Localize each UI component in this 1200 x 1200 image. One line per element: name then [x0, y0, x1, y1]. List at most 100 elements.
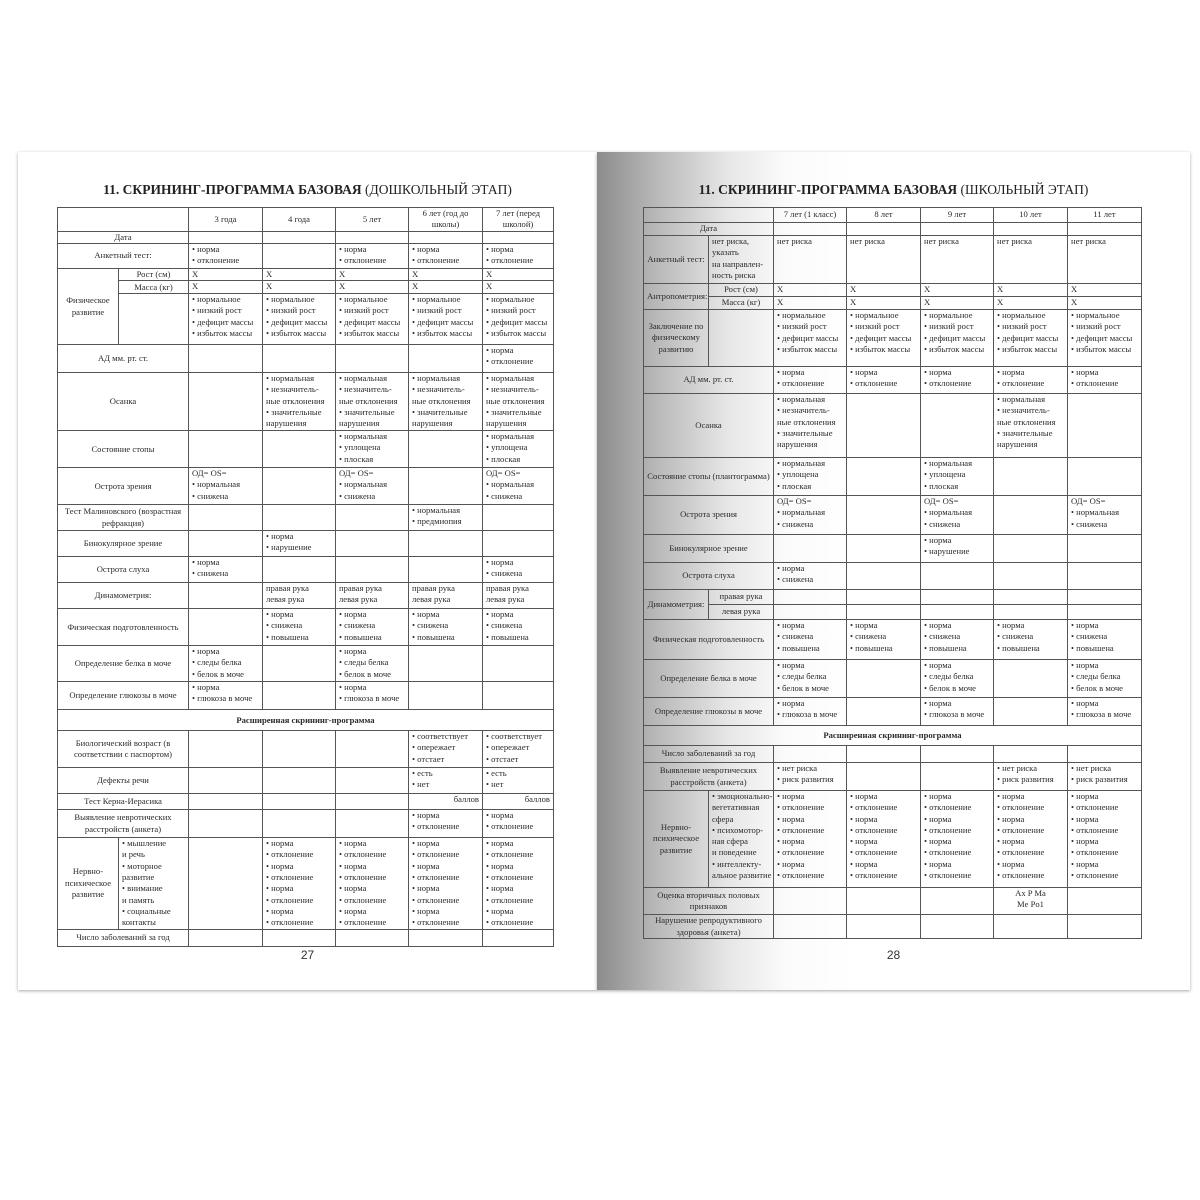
data-cell: правая рука левая рука	[408, 582, 483, 610]
data-cell: • норма • снижена • повышена	[335, 608, 409, 647]
data-cell: • норма • снижена	[482, 556, 554, 584]
cell-line: • норма	[924, 813, 952, 824]
row-label: Выявление невротических расстройств (анк…	[57, 809, 189, 839]
cell-line: • отклонение	[192, 255, 240, 266]
header-corner-cell	[57, 207, 189, 232]
cell-line: • нарушение	[924, 546, 970, 557]
data-cell: • норма • глюкоза в моче	[773, 697, 847, 726]
table-row: Выявление невротических расстройств (анк…	[643, 762, 1142, 791]
row-label: Оценка вторичных половых признаков	[643, 887, 774, 915]
cell-line: • избыток массы	[486, 328, 547, 339]
data-cell	[335, 230, 409, 244]
cell-line: • отклонение	[924, 847, 972, 858]
cell-line: • избыток массы	[924, 343, 985, 354]
cell-line: • избыток массы	[850, 343, 911, 354]
cell-line: X	[1071, 297, 1078, 308]
data-cell	[408, 430, 483, 469]
cell-line: • дефицит массы	[777, 332, 839, 343]
data-cell	[1067, 604, 1142, 620]
cell-line: • норма	[777, 813, 805, 824]
data-cell: • норма • отклонение • норма • отклонение • …	[920, 790, 994, 888]
row-label: АД мм. рт. ст.	[57, 344, 189, 374]
data-cell	[993, 495, 1068, 535]
cell-line: нет риска	[997, 236, 1032, 247]
data-cell: • соответствует • опережает • отстает	[482, 730, 554, 769]
row-label: Определение глюкозы в моче	[643, 697, 774, 726]
cell-line: • низкий рост	[486, 305, 536, 316]
row-label: Нервно-психическое развитие	[643, 790, 709, 888]
table-row: Число заболеваний за год	[57, 928, 554, 947]
data-cell: • норма • отклонение	[482, 242, 554, 269]
data-cell: • соответствует • опережает • отстает	[408, 730, 483, 769]
data-cell	[773, 887, 847, 915]
data-cell: X	[335, 267, 409, 282]
row-label: Бинокулярное зрение	[57, 530, 189, 558]
cell-line: • норма	[486, 557, 514, 568]
cell-line: ные отклонения	[997, 416, 1056, 427]
cell-line: • норма	[924, 535, 952, 546]
row-sublabel: левая рука	[708, 604, 774, 620]
cell-line: • норма	[339, 905, 367, 916]
data-cell	[188, 530, 263, 558]
cell-line: ность риска	[712, 269, 756, 280]
cell-line: • избыток массы	[1071, 343, 1132, 354]
cell-line: • низкий рост	[192, 305, 242, 316]
column-header: 7 лет (перед школой)	[482, 207, 554, 232]
data-cell	[262, 928, 336, 947]
cell-line: • низкий рост	[339, 305, 389, 316]
data-cell: • нормальное • низкий рост • дефицит массы…	[993, 309, 1068, 367]
data-cell: правая рука левая рука	[262, 582, 336, 610]
cell-line: • норма	[924, 791, 952, 802]
cell-line: • отклонение	[997, 802, 1045, 813]
data-cell: • норма • глюкоза в моче	[920, 697, 994, 726]
table-row: Заключение по физическому развитию • норм…	[643, 309, 1142, 367]
cell-line: • низкий рост	[266, 305, 316, 316]
cell-line: нарушения	[339, 418, 380, 429]
cell-line: ные отклонения	[412, 395, 471, 406]
title-main: 11. СКРИНИНГ-ПРОГРАММА БАЗОВАЯ	[698, 182, 958, 197]
cell-line: • снижена	[412, 620, 449, 631]
data-cell	[335, 793, 409, 811]
cell-line: • норма	[850, 367, 878, 378]
cell-line: • норма	[339, 838, 367, 849]
table-row: АД мм. рт. ст. • норма • отклонение • норма…	[643, 366, 1142, 394]
cell-line: • риск развития	[997, 774, 1054, 785]
cell-line: • норма	[266, 883, 294, 894]
cell-line: • избыток массы	[412, 328, 473, 339]
row-label: Физическое развитие	[57, 267, 119, 346]
cell-line: • есть	[486, 768, 507, 779]
cell-line: • дефицит массы	[266, 316, 328, 327]
row-label: Состояние стопы	[57, 430, 189, 469]
cell-line: • отклонение	[412, 821, 460, 832]
table-row: Определение белка в моче • норма • следы б…	[57, 645, 554, 683]
data-cell: • норма • отклонение	[482, 809, 554, 839]
data-cell: • нормальное • низкий рост • дефицит массы…	[408, 293, 483, 346]
data-cell: • норма • нарушение	[262, 530, 336, 558]
data-cell: X	[920, 283, 994, 297]
cell-line: • отстает	[412, 753, 445, 764]
cell-line: • норма	[339, 243, 367, 254]
cell-line: • норма	[266, 838, 294, 849]
data-cell: X	[993, 296, 1068, 310]
data-cell: • норма • отклонение • норма • отклонение • …	[482, 837, 554, 930]
cell-line: • нормальное	[339, 294, 388, 305]
table-row: Физическое развитие Рост (см) X X X X X	[57, 267, 554, 346]
cell-line: • соответствует	[412, 731, 468, 742]
table-row: Определение глюкозы в моче • норма • глюко…	[643, 697, 1142, 726]
data-cell: • нормальная • незначитель-ные отклонения…	[335, 372, 409, 432]
cell-line: • отклонение	[339, 255, 387, 266]
cell-line: • снижена	[850, 631, 887, 642]
data-cell: • нормальная • незначитель-ные отклонения…	[262, 372, 336, 432]
data-cell: • нормальная • уплощена • плоская	[335, 430, 409, 469]
row-label: Острота слуха	[643, 562, 774, 590]
cell-line: • нормальная	[924, 458, 973, 469]
data-cell: • норма • отклонение • норма • отклонение • …	[408, 837, 483, 930]
data-cell: X	[482, 267, 554, 282]
cell-line: • риск развития	[1071, 774, 1128, 785]
row-label: Состояние стопы (плантограмма)	[643, 457, 774, 496]
row-label: Острота слуха	[57, 556, 189, 584]
cell-line: • нормальное	[192, 294, 241, 305]
data-cell	[482, 530, 554, 558]
cell-line: • норма	[777, 563, 805, 574]
cell-line: • норма	[777, 620, 805, 631]
